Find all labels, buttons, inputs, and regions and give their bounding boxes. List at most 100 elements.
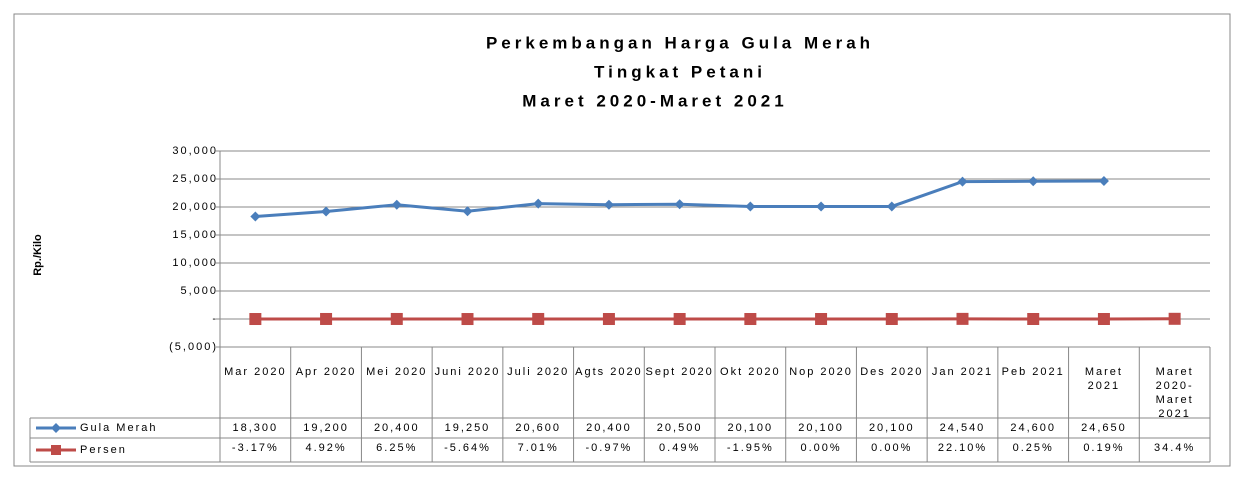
- x-tick-label-box: Jan 2021: [927, 347, 998, 418]
- data-label-box: 24,540: [927, 418, 998, 438]
- chart-title: Maret 2020-Maret 2021: [522, 91, 787, 110]
- x-tick-label: Des 2020: [856, 347, 927, 379]
- y-axis-label: Rp./Kilo: [32, 234, 44, 276]
- marker: [391, 313, 403, 325]
- data-label: 0.00%: [856, 438, 927, 462]
- y-tick-label: (5,000): [169, 341, 218, 353]
- x-tick-label: Jan 2021: [927, 347, 998, 379]
- x-tick-label-box: Peb 2021: [998, 347, 1069, 418]
- marker: [462, 313, 474, 325]
- data-label: 24,540: [927, 418, 998, 438]
- x-tick-label: Apr 2020: [291, 347, 362, 379]
- data-label: -1.95%: [715, 438, 786, 462]
- marker: [886, 313, 898, 325]
- data-label: 24,600: [998, 418, 1069, 438]
- marker: [674, 313, 686, 325]
- x-tick-label: Sept 2020: [644, 347, 715, 379]
- data-label-box: 19,200: [291, 418, 362, 438]
- x-tick-label-box: Maret 2021: [1069, 347, 1140, 418]
- x-tick-label-box: Mei 2020: [361, 347, 432, 418]
- data-label: -3.17%: [220, 438, 291, 462]
- x-tick-label-box: Mar 2020: [220, 347, 291, 418]
- x-tick-label-box: Nop 2020: [786, 347, 857, 418]
- data-label-box: 7.01%: [503, 438, 574, 462]
- marker: [744, 313, 756, 325]
- data-label: 20,600: [503, 418, 574, 438]
- y-tick-label: 20,000: [172, 201, 218, 213]
- marker: [532, 313, 544, 325]
- data-label: 0.25%: [998, 438, 1069, 462]
- data-label-box: 0.49%: [644, 438, 715, 462]
- legend-label: Gula Merah: [80, 422, 157, 434]
- x-tick-label-box: Agts 2020: [574, 347, 645, 418]
- data-label-box: 24,600: [998, 418, 1069, 438]
- data-label: 0.00%: [786, 438, 857, 462]
- data-label-box: -1.95%: [715, 438, 786, 462]
- data-label-box: 20,100: [786, 418, 857, 438]
- data-label: 7.01%: [503, 438, 574, 462]
- data-label-box: -3.17%: [220, 438, 291, 462]
- x-tick-label: Agts 2020: [574, 347, 645, 379]
- data-label-box: 34.4%: [1139, 438, 1210, 462]
- marker: [249, 313, 261, 325]
- legend-label: Persen: [80, 444, 127, 456]
- x-tick-label-box: Okt 2020: [715, 347, 786, 418]
- data-label-box: -5.64%: [432, 438, 503, 462]
- data-label-box: 6.25%: [361, 438, 432, 462]
- data-label: 6.25%: [361, 438, 432, 462]
- y-tick-label: 10,000: [172, 257, 218, 269]
- data-label-box: 19,250: [432, 418, 503, 438]
- data-label-box: 0.19%: [1069, 438, 1140, 462]
- data-label: 24,650: [1069, 418, 1140, 438]
- data-label: 20,400: [574, 418, 645, 438]
- data-label-box: 20,100: [856, 418, 927, 438]
- marker: [1098, 313, 1110, 325]
- data-label: 0.19%: [1069, 438, 1140, 462]
- data-label: 20,500: [644, 418, 715, 438]
- data-label-box: 0.00%: [856, 438, 927, 462]
- data-label-box: 0.00%: [786, 438, 857, 462]
- data-label: 20,100: [715, 418, 786, 438]
- data-label-box: -0.97%: [574, 438, 645, 462]
- data-label-box: 24,650: [1069, 418, 1140, 438]
- x-tick-label: Peb 2021: [998, 347, 1069, 379]
- data-label-box: 20,600: [503, 418, 574, 438]
- marker: [603, 313, 615, 325]
- data-label: 20,100: [786, 418, 857, 438]
- data-label: 18,300: [220, 418, 291, 438]
- x-tick-label: Mei 2020: [361, 347, 432, 379]
- marker: [957, 313, 969, 325]
- data-label-box: 22.10%: [927, 438, 998, 462]
- chart-title: Tingkat Petani: [594, 62, 766, 81]
- x-tick-label-box: Maret 2020-Maret 2021: [1139, 347, 1210, 418]
- y-tick-label: 25,000: [172, 173, 218, 185]
- x-tick-label-box: Apr 2020: [291, 347, 362, 418]
- data-label: -0.97%: [574, 438, 645, 462]
- x-tick-label: Juni 2020: [432, 347, 503, 379]
- data-label: -5.64%: [432, 438, 503, 462]
- y-tick-label: 15,000: [172, 229, 218, 241]
- marker: [1169, 313, 1181, 325]
- x-tick-label: Mar 2020: [220, 347, 291, 379]
- chart-title: Perkembangan Harga Gula Merah: [486, 33, 874, 52]
- marker: [815, 313, 827, 325]
- data-label-box: 20,400: [361, 418, 432, 438]
- x-tick-label-box: Des 2020: [856, 347, 927, 418]
- x-tick-label: Maret 2020-Maret 2021: [1139, 347, 1210, 418]
- marker: [320, 313, 332, 325]
- x-tick-label: Okt 2020: [715, 347, 786, 379]
- data-label: 4.92%: [291, 438, 362, 462]
- data-label: 34.4%: [1139, 438, 1210, 462]
- marker: [1027, 313, 1039, 325]
- legend-marker: [51, 445, 61, 455]
- data-label: 20,100: [856, 418, 927, 438]
- data-label: 19,200: [291, 418, 362, 438]
- data-label-box: 0.25%: [998, 438, 1069, 462]
- x-tick-label-box: Sept 2020: [644, 347, 715, 418]
- data-label-box: 18,300: [220, 418, 291, 438]
- x-tick-label: Nop 2020: [786, 347, 857, 379]
- data-label: 20,400: [361, 418, 432, 438]
- data-label: 19,250: [432, 418, 503, 438]
- data-label-box: 4.92%: [291, 438, 362, 462]
